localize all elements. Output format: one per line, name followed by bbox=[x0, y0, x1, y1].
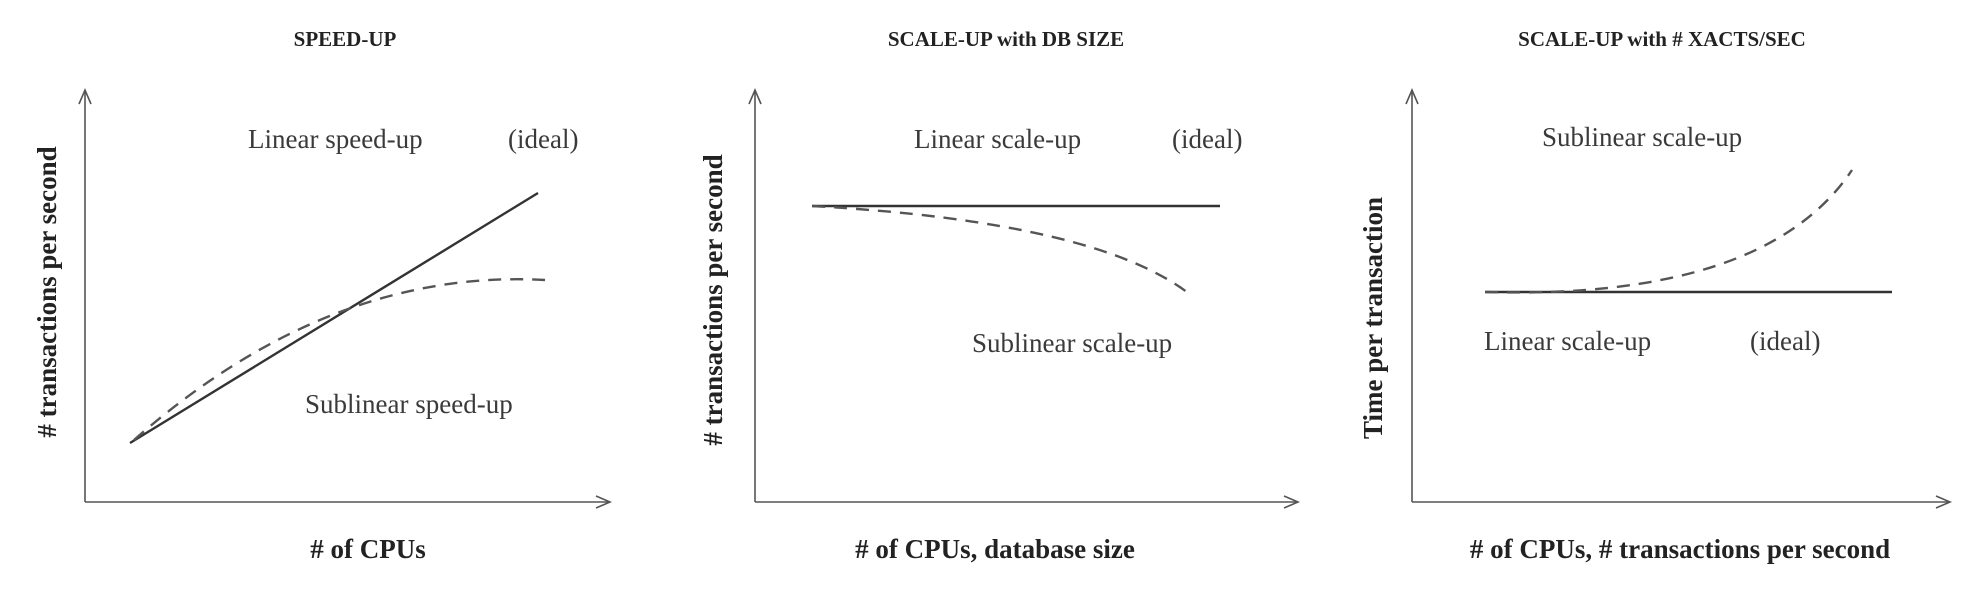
annotation-ideal: (ideal) bbox=[508, 124, 578, 154]
y-axis-label: # transactions per second bbox=[698, 154, 728, 445]
panel-title: SCALE-UP with DB SIZE bbox=[888, 27, 1124, 51]
panel-scaleup-db-size: SCALE-UP with DB SIZE Linear scale-up (i… bbox=[698, 27, 1301, 564]
annotation-linear: Linear speed-up bbox=[248, 124, 423, 154]
sublinear-scaleup-curve bbox=[1484, 169, 1853, 294]
panel-scaleup-xacts: SCALE-UP with # XACTS/SEC Sublinear scal… bbox=[1358, 27, 1953, 564]
x-axis-arrow bbox=[1935, 495, 1953, 509]
x-axis-label: # of CPUs bbox=[310, 534, 426, 564]
sublinear-scaleup-curve bbox=[811, 204, 1193, 297]
y-axis-label: Time per transaction bbox=[1358, 197, 1388, 439]
annotation-sublinear: Sublinear scale-up bbox=[1542, 122, 1742, 152]
annotation-linear: Linear scale-up bbox=[914, 124, 1081, 154]
panel-speed-up: SPEED-UP Linear speed-up (ideal) Subline… bbox=[32, 27, 613, 564]
annotation-sublinear: Sublinear speed-up bbox=[305, 389, 513, 419]
x-axis-label: # of CPUs, # transactions per second bbox=[1470, 534, 1890, 564]
annotation-linear: Linear scale-up bbox=[1484, 326, 1651, 356]
linear-speedup-line bbox=[129, 191, 539, 445]
x-axis-arrow bbox=[595, 495, 613, 509]
x-axis-arrow bbox=[1283, 495, 1301, 509]
y-axis-label: # transactions per second bbox=[32, 146, 62, 437]
annotation-ideal: (ideal) bbox=[1172, 124, 1242, 154]
x-axis-label: # of CPUs, database size bbox=[855, 534, 1135, 564]
annotation-ideal: (ideal) bbox=[1750, 326, 1820, 356]
panel-title: SCALE-UP with # XACTS/SEC bbox=[1518, 27, 1806, 51]
annotation-sublinear: Sublinear scale-up bbox=[972, 328, 1172, 358]
y-axis-arrow bbox=[748, 87, 762, 105]
y-axis-arrow bbox=[1405, 87, 1419, 105]
panel-title: SPEED-UP bbox=[294, 27, 397, 51]
y-axis-arrow bbox=[78, 87, 92, 105]
sublinear-speedup-curve bbox=[133, 278, 546, 441]
